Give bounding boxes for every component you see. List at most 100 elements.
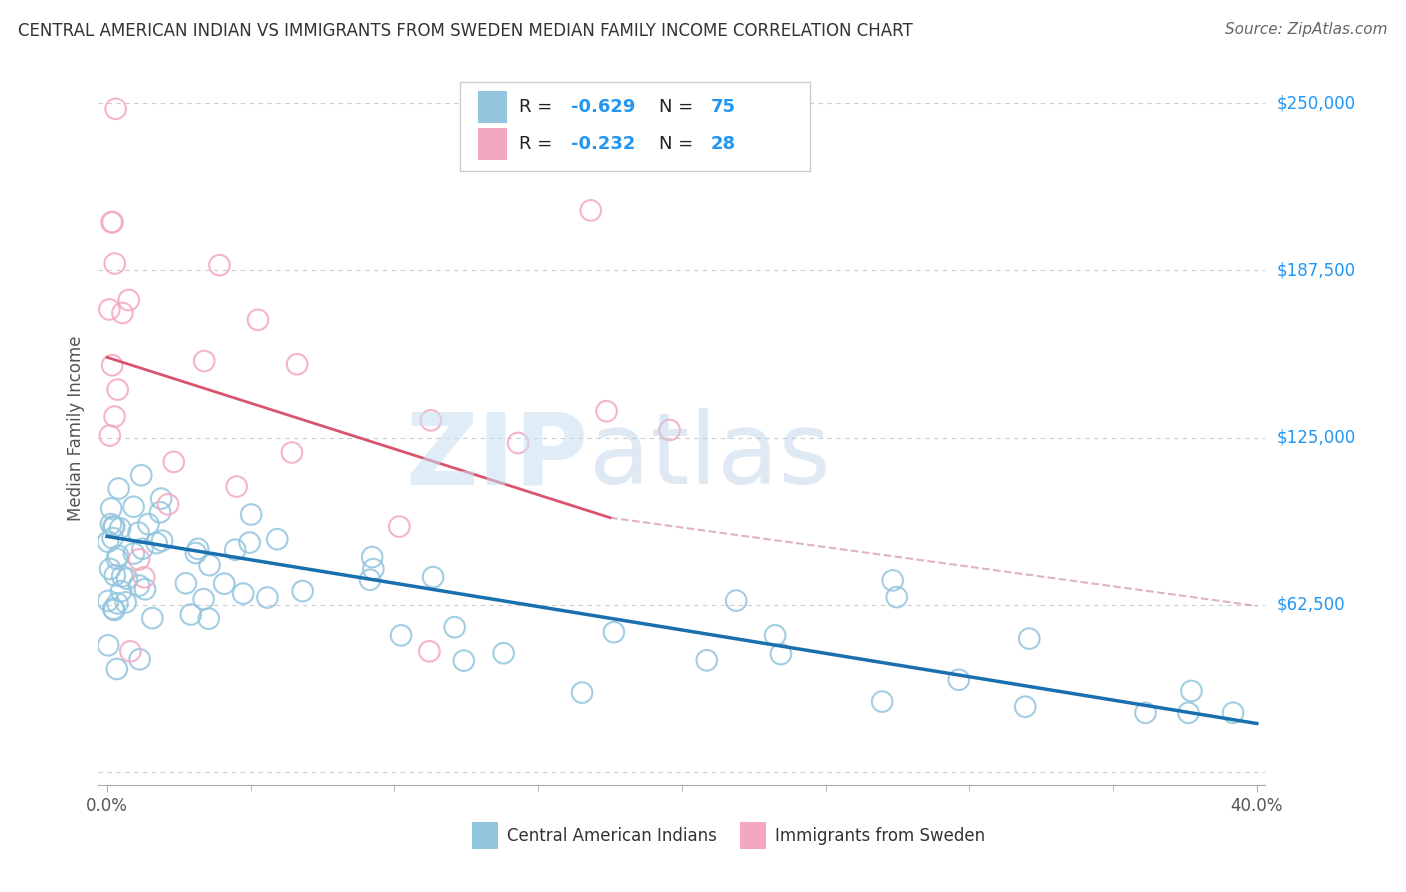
- Text: Source: ZipAtlas.com: Source: ZipAtlas.com: [1225, 22, 1388, 37]
- Point: [145, 536, 167, 550]
- Point: [128, 552, 150, 566]
- Point: [110, 584, 132, 599]
- Point: [422, 570, 444, 584]
- Point: [193, 592, 215, 607]
- Point: [134, 570, 156, 584]
- Point: [658, 423, 681, 437]
- Point: [120, 644, 142, 658]
- Point: [118, 293, 141, 307]
- Text: Immigrants from Sweden: Immigrants from Sweden: [775, 828, 986, 846]
- Point: [418, 644, 440, 658]
- Point: [197, 612, 219, 626]
- Point: [108, 521, 131, 535]
- Point: [239, 535, 262, 549]
- Text: $125,000: $125,000: [1277, 428, 1355, 447]
- Point: [97, 534, 120, 549]
- Point: [184, 546, 207, 560]
- Point: [886, 590, 908, 604]
- Point: [1135, 706, 1157, 720]
- Point: [1177, 706, 1199, 720]
- Point: [103, 603, 125, 617]
- Point: [388, 519, 411, 533]
- Point: [105, 551, 128, 566]
- FancyBboxPatch shape: [460, 82, 810, 171]
- Point: [107, 482, 129, 496]
- Point: [1014, 699, 1036, 714]
- Point: [103, 519, 125, 533]
- Point: [104, 568, 127, 582]
- Point: [134, 582, 156, 597]
- Point: [208, 258, 231, 272]
- Point: [104, 102, 127, 116]
- Point: [97, 594, 120, 608]
- Point: [98, 302, 121, 317]
- Text: N =: N =: [658, 135, 699, 153]
- Text: 75: 75: [711, 98, 737, 116]
- Point: [180, 607, 202, 622]
- Point: [101, 531, 124, 545]
- Point: [107, 383, 129, 397]
- Point: [111, 306, 134, 320]
- Text: 28: 28: [711, 135, 737, 153]
- Text: CENTRAL AMERICAN INDIAN VS IMMIGRANTS FROM SWEDEN MEDIAN FAMILY INCOME CORRELATI: CENTRAL AMERICAN INDIAN VS IMMIGRANTS FR…: [18, 22, 912, 40]
- Point: [111, 569, 134, 583]
- Point: [131, 541, 153, 556]
- Text: -0.629: -0.629: [571, 98, 636, 116]
- Point: [291, 584, 314, 599]
- Point: [103, 601, 125, 615]
- Point: [246, 312, 269, 326]
- Text: N =: N =: [658, 98, 699, 116]
- Point: [114, 595, 136, 609]
- Point: [361, 550, 384, 565]
- Point: [506, 436, 529, 450]
- Point: [163, 455, 186, 469]
- Point: [696, 653, 718, 667]
- Point: [453, 654, 475, 668]
- Point: [595, 404, 617, 418]
- Point: [105, 662, 128, 676]
- Point: [103, 519, 125, 533]
- Point: [212, 576, 235, 591]
- Point: [948, 673, 970, 687]
- Point: [97, 638, 120, 652]
- Point: [107, 549, 129, 563]
- Text: Central American Indians: Central American Indians: [508, 828, 717, 846]
- Text: ZIP: ZIP: [406, 409, 589, 505]
- Point: [157, 497, 180, 511]
- FancyBboxPatch shape: [472, 822, 498, 849]
- Point: [579, 203, 602, 218]
- Point: [1222, 706, 1244, 720]
- Point: [266, 532, 288, 546]
- Point: [285, 357, 308, 371]
- Point: [193, 354, 215, 368]
- FancyBboxPatch shape: [741, 822, 766, 849]
- Point: [389, 628, 412, 642]
- Point: [232, 586, 254, 600]
- Point: [150, 491, 173, 506]
- Point: [149, 505, 172, 519]
- Point: [141, 611, 163, 625]
- Point: [198, 558, 221, 573]
- Point: [104, 256, 127, 270]
- Point: [187, 541, 209, 556]
- Point: [443, 620, 465, 634]
- Text: $250,000: $250,000: [1277, 95, 1355, 112]
- Point: [128, 652, 150, 666]
- Point: [174, 576, 197, 591]
- Point: [98, 428, 121, 442]
- Text: $187,500: $187,500: [1277, 261, 1355, 279]
- Point: [769, 647, 792, 661]
- Text: R =: R =: [519, 98, 558, 116]
- Point: [492, 646, 515, 660]
- Point: [603, 625, 626, 640]
- Point: [100, 501, 122, 516]
- Point: [725, 593, 748, 607]
- Point: [150, 533, 173, 548]
- Point: [281, 445, 304, 459]
- Point: [240, 508, 263, 522]
- Point: [129, 468, 152, 483]
- Point: [882, 574, 904, 588]
- Point: [1018, 632, 1040, 646]
- Point: [359, 573, 381, 587]
- FancyBboxPatch shape: [478, 91, 508, 123]
